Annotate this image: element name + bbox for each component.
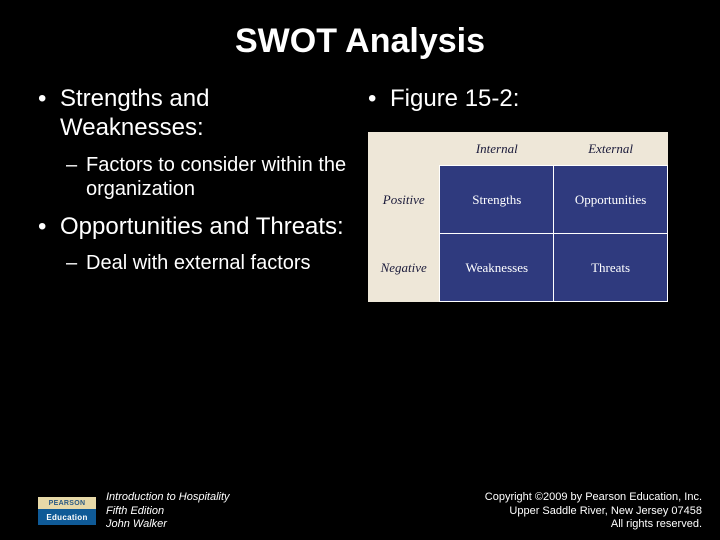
book-info: Introduction to Hospitality Fifth Editio… bbox=[106, 491, 230, 532]
swot-cell-weaknesses: Weaknesses bbox=[440, 234, 554, 302]
swot-cell-opportunities: Opportunities bbox=[554, 166, 668, 234]
pearson-logo-top: PEARSON bbox=[38, 497, 96, 509]
swot-row-positive: Positive Strengths Opportunities bbox=[368, 166, 668, 234]
pearson-logo-bottom: Education bbox=[38, 509, 96, 525]
subbullet-external-factors: Deal with external factors bbox=[38, 251, 352, 275]
slide-title: SWOT Analysis bbox=[38, 22, 682, 61]
bullet-strengths-weaknesses: Strengths and Weaknesses: bbox=[38, 85, 352, 143]
swot-cell-threats: Threats bbox=[554, 234, 668, 302]
slide: SWOT Analysis Strengths and Weaknesses: … bbox=[0, 0, 720, 540]
right-column: Figure 15-2: Internal External Positive … bbox=[360, 85, 682, 302]
left-column: Strengths and Weaknesses: Factors to con… bbox=[38, 85, 360, 302]
swot-header-row: Internal External bbox=[368, 132, 668, 166]
copyright-block: Copyright ©2009 by Pearson Education, In… bbox=[485, 491, 702, 532]
footer-left: PEARSON Education Introduction to Hospit… bbox=[38, 491, 230, 532]
swot-col-header-external: External bbox=[554, 132, 668, 166]
subbullet-factors-internal: Factors to consider within the organizat… bbox=[38, 153, 352, 201]
book-edition: Fifth Edition bbox=[106, 505, 230, 519]
swot-table: Internal External Positive Strengths Opp… bbox=[368, 132, 668, 303]
copyright-line3: All rights reserved. bbox=[485, 518, 702, 532]
bullet-figure-ref: Figure 15-2: bbox=[368, 85, 682, 114]
swot-row-negative: Negative Weaknesses Threats bbox=[368, 234, 668, 302]
swot-row-label-positive: Positive bbox=[368, 166, 440, 234]
content-columns: Strengths and Weaknesses: Factors to con… bbox=[38, 85, 682, 302]
swot-figure-container: Internal External Positive Strengths Opp… bbox=[368, 132, 682, 303]
book-author: John Walker bbox=[106, 518, 230, 532]
swot-matrix: Internal External Positive Strengths Opp… bbox=[368, 132, 668, 303]
slide-footer: PEARSON Education Introduction to Hospit… bbox=[0, 491, 720, 532]
swot-col-header-internal: Internal bbox=[440, 132, 554, 166]
swot-row-label-negative: Negative bbox=[368, 234, 440, 302]
copyright-line1: Copyright ©2009 by Pearson Education, In… bbox=[485, 491, 702, 505]
copyright-line2: Upper Saddle River, New Jersey 07458 bbox=[485, 505, 702, 519]
swot-cell-strengths: Strengths bbox=[440, 166, 554, 234]
book-title: Introduction to Hospitality bbox=[106, 491, 230, 505]
pearson-logo: PEARSON Education bbox=[38, 497, 96, 525]
bullet-opportunities-threats: Opportunities and Threats: bbox=[38, 213, 352, 242]
swot-corner-empty bbox=[368, 132, 440, 166]
